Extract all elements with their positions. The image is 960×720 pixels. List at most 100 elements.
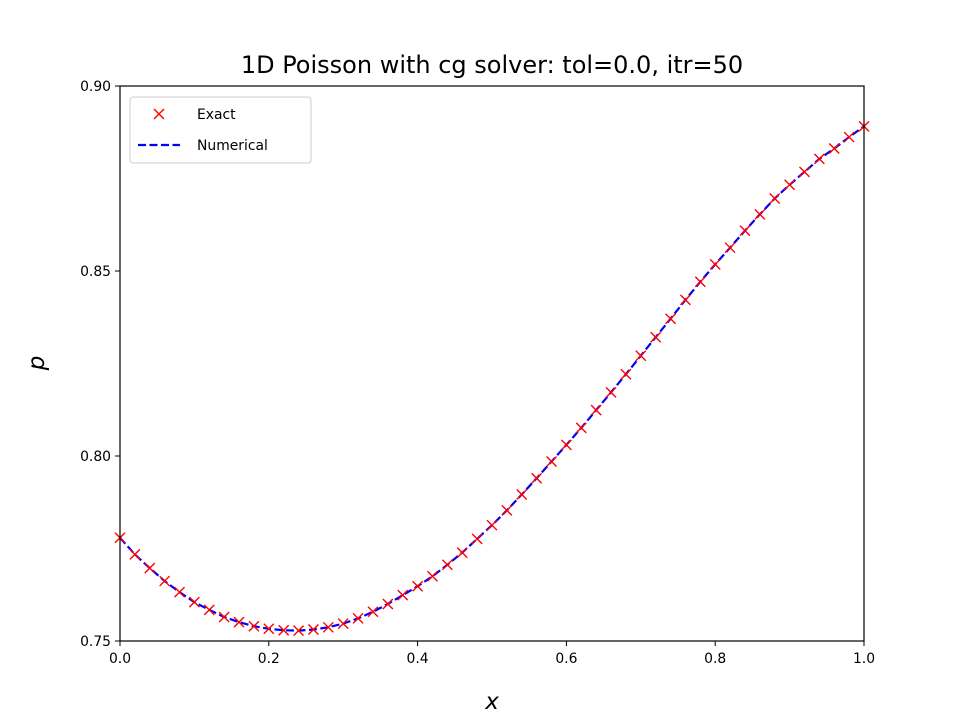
exact-marker <box>233 616 245 628</box>
x-tick-label: 0.4 <box>407 651 429 667</box>
exact-marker <box>248 620 260 632</box>
exact-marker <box>203 604 215 616</box>
exact-marker <box>159 575 171 587</box>
exact-marker-stroke <box>516 488 528 500</box>
exact-marker <box>798 166 810 178</box>
exact-marker <box>531 472 543 484</box>
plot-area <box>114 85 870 642</box>
exact-marker-stroke <box>203 604 215 616</box>
exact-marker-stroke <box>828 143 840 155</box>
x-tick-label: 0.2 <box>258 651 280 667</box>
exact-marker-stroke <box>813 153 825 165</box>
exact-marker <box>590 404 602 416</box>
exact-marker <box>471 533 483 545</box>
exact-marker-stroke <box>754 208 766 220</box>
exact-marker-stroke <box>441 559 453 571</box>
exact-marker-stroke <box>218 611 230 623</box>
exact-marker <box>620 368 632 380</box>
exact-marker-stroke <box>709 258 721 270</box>
exact-marker-stroke <box>397 589 409 601</box>
exact-marker <box>575 422 587 434</box>
exact-marker-stroke <box>337 618 349 630</box>
exact-marker <box>322 621 334 633</box>
x-tick-label: 0.6 <box>555 651 577 667</box>
exact-marker-stroke <box>486 519 498 531</box>
exact-marker <box>188 596 200 608</box>
legend: Exact Numerical <box>129 96 312 164</box>
exact-marker <box>397 589 409 601</box>
exact-marker <box>337 618 349 630</box>
chart-title: 1D Poisson with cg solver: tol=0.0, itr=… <box>241 51 743 79</box>
exact-marker <box>843 131 855 143</box>
exact-marker-stroke <box>724 242 736 254</box>
exact-marker-stroke <box>560 439 572 451</box>
exact-marker <box>278 624 290 636</box>
exact-marker <box>501 504 513 516</box>
exact-marker-stroke <box>679 294 691 306</box>
exact-marker-stroke <box>322 621 334 633</box>
exact-marker-stroke <box>798 166 810 178</box>
exact-marker <box>307 624 319 636</box>
y-tick-label: 0.75 <box>80 634 111 650</box>
legend-label-numerical: Numerical <box>197 138 268 154</box>
exact-marker <box>486 519 498 531</box>
exact-marker <box>635 350 647 362</box>
legend-exact-marker-stroke <box>153 108 165 120</box>
exact-marker-stroke <box>144 562 156 574</box>
plot-frame <box>119 85 865 642</box>
x-axis-label: x <box>484 689 499 715</box>
exact-marker <box>426 570 438 582</box>
exact-marker <box>516 488 528 500</box>
exact-marker <box>828 143 840 155</box>
y-tick-label: 0.85 <box>80 264 111 280</box>
exact-marker-stroke <box>293 625 305 637</box>
exact-marker-stroke <box>278 624 290 636</box>
exact-marker-stroke <box>575 422 587 434</box>
x-tick-label: 0.0 <box>109 651 131 667</box>
exact-marker-stroke <box>129 548 141 560</box>
exact-marker-stroke <box>843 131 855 143</box>
exact-marker <box>739 225 751 237</box>
exact-marker <box>813 153 825 165</box>
x-axis: 0.0 0.2 0.4 0.6 0.8 1.0 <box>109 641 875 667</box>
exact-marker <box>129 548 141 560</box>
legend-exact-marker <box>153 108 165 120</box>
y-axis: 0.75 0.80 0.85 0.90 <box>80 79 120 650</box>
exact-marker <box>679 294 691 306</box>
exact-marker <box>412 580 424 592</box>
exact-marker <box>293 625 305 637</box>
exact-marker-stroke <box>739 225 751 237</box>
exact-marker <box>754 208 766 220</box>
exact-marker <box>650 331 662 343</box>
exact-marker-stroke <box>531 472 543 484</box>
exact-marker <box>724 242 736 254</box>
exact-marker-stroke <box>620 368 632 380</box>
exact-marker-stroke <box>174 586 186 598</box>
exact-marker-stroke <box>248 620 260 632</box>
exact-marker-stroke <box>188 596 200 608</box>
x-tick-label: 1.0 <box>853 651 875 667</box>
exact-marker <box>709 258 721 270</box>
exact-marker-stroke <box>307 624 319 636</box>
exact-marker-stroke <box>233 616 245 628</box>
y-tick-label: 0.90 <box>80 79 111 95</box>
legend-label-exact: Exact <box>197 107 236 123</box>
exact-marker-stroke <box>784 179 796 191</box>
exact-marker <box>546 456 558 468</box>
y-axis-label: p <box>24 356 50 372</box>
exact-marker <box>456 547 468 559</box>
exact-marker <box>263 623 275 635</box>
exact-marker <box>441 559 453 571</box>
exact-marker <box>174 586 186 598</box>
exact-marker-stroke <box>159 575 171 587</box>
exact-marker <box>352 612 364 624</box>
exact-series <box>114 120 870 637</box>
exact-marker-stroke <box>590 404 602 416</box>
exact-marker <box>382 598 394 610</box>
plot-background <box>120 86 864 641</box>
exact-marker-stroke <box>769 192 781 204</box>
exact-marker <box>560 439 572 451</box>
exact-marker-stroke <box>665 313 677 325</box>
exact-marker-stroke <box>501 504 513 516</box>
